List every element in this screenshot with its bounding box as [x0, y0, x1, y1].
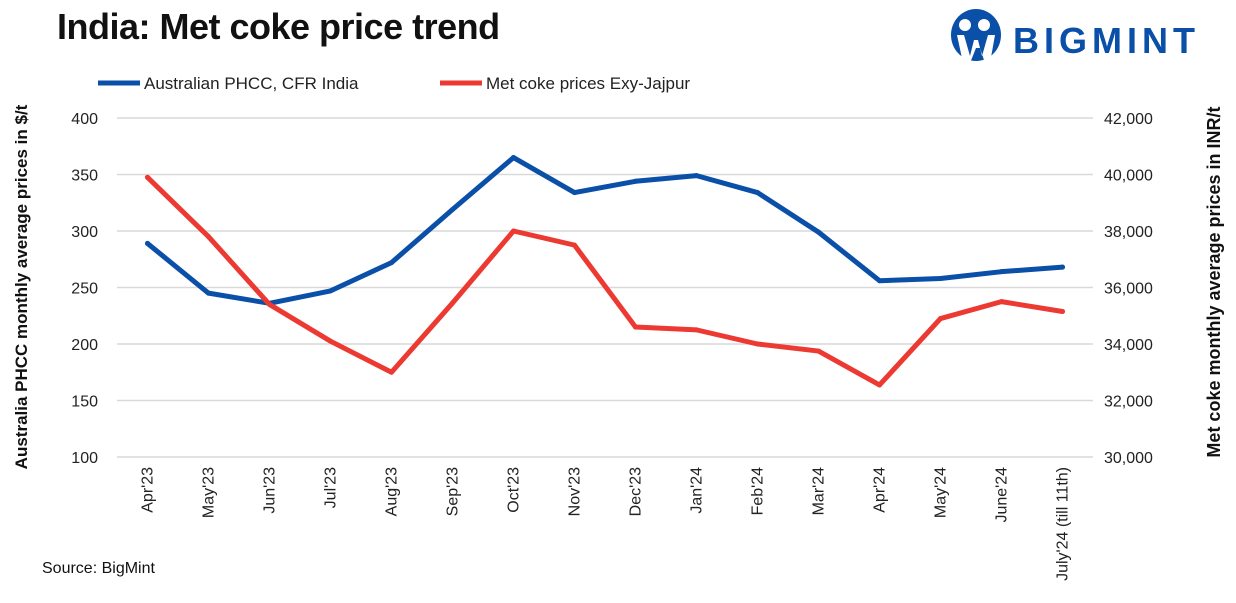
- data-point: [938, 275, 943, 281]
- data-point: [755, 341, 760, 347]
- data-point: [1060, 309, 1065, 315]
- x-tick-label: Dec'23: [628, 467, 645, 516]
- x-tick-label: Jan'24: [689, 467, 706, 514]
- y2-tick-label: 36,000: [1104, 281, 1153, 298]
- data-point: [511, 155, 516, 161]
- y-tick-label: 300: [71, 224, 98, 241]
- legend-label: Australian PHCC, CFR India: [144, 74, 359, 93]
- data-point: [999, 269, 1004, 275]
- y-tick-label: 200: [71, 337, 98, 354]
- data-point: [389, 369, 394, 375]
- data-point: [877, 382, 882, 388]
- data-point: [328, 338, 333, 344]
- data-point: [572, 190, 577, 196]
- bigmint-logo-icon: [951, 9, 1001, 63]
- data-point: [755, 190, 760, 196]
- y2-tick-label: 34,000: [1104, 337, 1153, 354]
- x-tick-label: July'24 (till 11th): [1055, 467, 1072, 581]
- y-tick-label: 150: [71, 394, 98, 411]
- x-tick-label: Sep'23: [445, 467, 462, 516]
- source-note: Source: BigMint: [42, 560, 155, 577]
- data-point: [816, 348, 821, 354]
- data-point: [694, 173, 699, 179]
- data-point: [877, 278, 882, 284]
- data-point: [328, 288, 333, 294]
- data-point: [633, 178, 638, 184]
- data-point: [694, 327, 699, 333]
- data-point: [206, 234, 211, 240]
- data-point: [267, 301, 272, 307]
- data-point: [633, 324, 638, 330]
- x-tick-label: Feb'24: [750, 467, 767, 516]
- y2-tick-label: 42,000: [1104, 111, 1153, 128]
- x-tick-label: Jul'23: [323, 467, 340, 508]
- x-tick-label: May'23: [201, 467, 218, 518]
- x-tick-label: Apr'23: [140, 467, 157, 513]
- data-point: [450, 207, 455, 213]
- y2-tick-label: 32,000: [1104, 394, 1153, 411]
- data-point: [938, 316, 943, 322]
- y-tick-label: 350: [71, 168, 98, 185]
- x-tick-label: Mar'24: [811, 467, 828, 516]
- data-point: [145, 174, 150, 180]
- y-tick-label: 250: [71, 281, 98, 298]
- legend-label: Met coke prices Exy-Jajpur: [486, 74, 690, 93]
- y-tick-label: 100: [71, 450, 98, 467]
- data-point: [511, 228, 516, 234]
- data-point: [572, 242, 577, 248]
- series-line-2: [145, 174, 1065, 388]
- y-axis-title: Australia PHCC monthly average prices in…: [12, 104, 31, 469]
- y2-tick-label: 38,000: [1104, 224, 1153, 241]
- logo-text: BIGMINT: [1013, 20, 1200, 61]
- x-tick-label: Oct'23: [506, 467, 523, 513]
- data-point: [1060, 264, 1065, 270]
- y2-tick-label: 30,000: [1104, 450, 1153, 467]
- data-point: [999, 299, 1004, 305]
- x-tick-label: Jun'23: [262, 467, 279, 514]
- x-tick-label: Nov'23: [567, 467, 584, 516]
- x-tick-label: Apr'24: [872, 467, 889, 513]
- data-point: [206, 290, 211, 296]
- y2-tick-label: 40,000: [1104, 168, 1153, 185]
- y2-axis-title: Met coke monthly average prices in INR/t: [1204, 106, 1224, 457]
- series-line-1: [145, 155, 1065, 306]
- x-tick-label: June'24: [994, 467, 1011, 523]
- chart-title: India: Met coke price trend: [57, 6, 500, 47]
- y-tick-label: 400: [71, 111, 98, 128]
- x-tick-label: May'24: [933, 467, 950, 518]
- data-point: [450, 300, 455, 306]
- data-point: [816, 229, 821, 235]
- data-point: [145, 240, 150, 246]
- x-tick-label: Aug'23: [384, 467, 401, 516]
- data-point: [389, 260, 394, 266]
